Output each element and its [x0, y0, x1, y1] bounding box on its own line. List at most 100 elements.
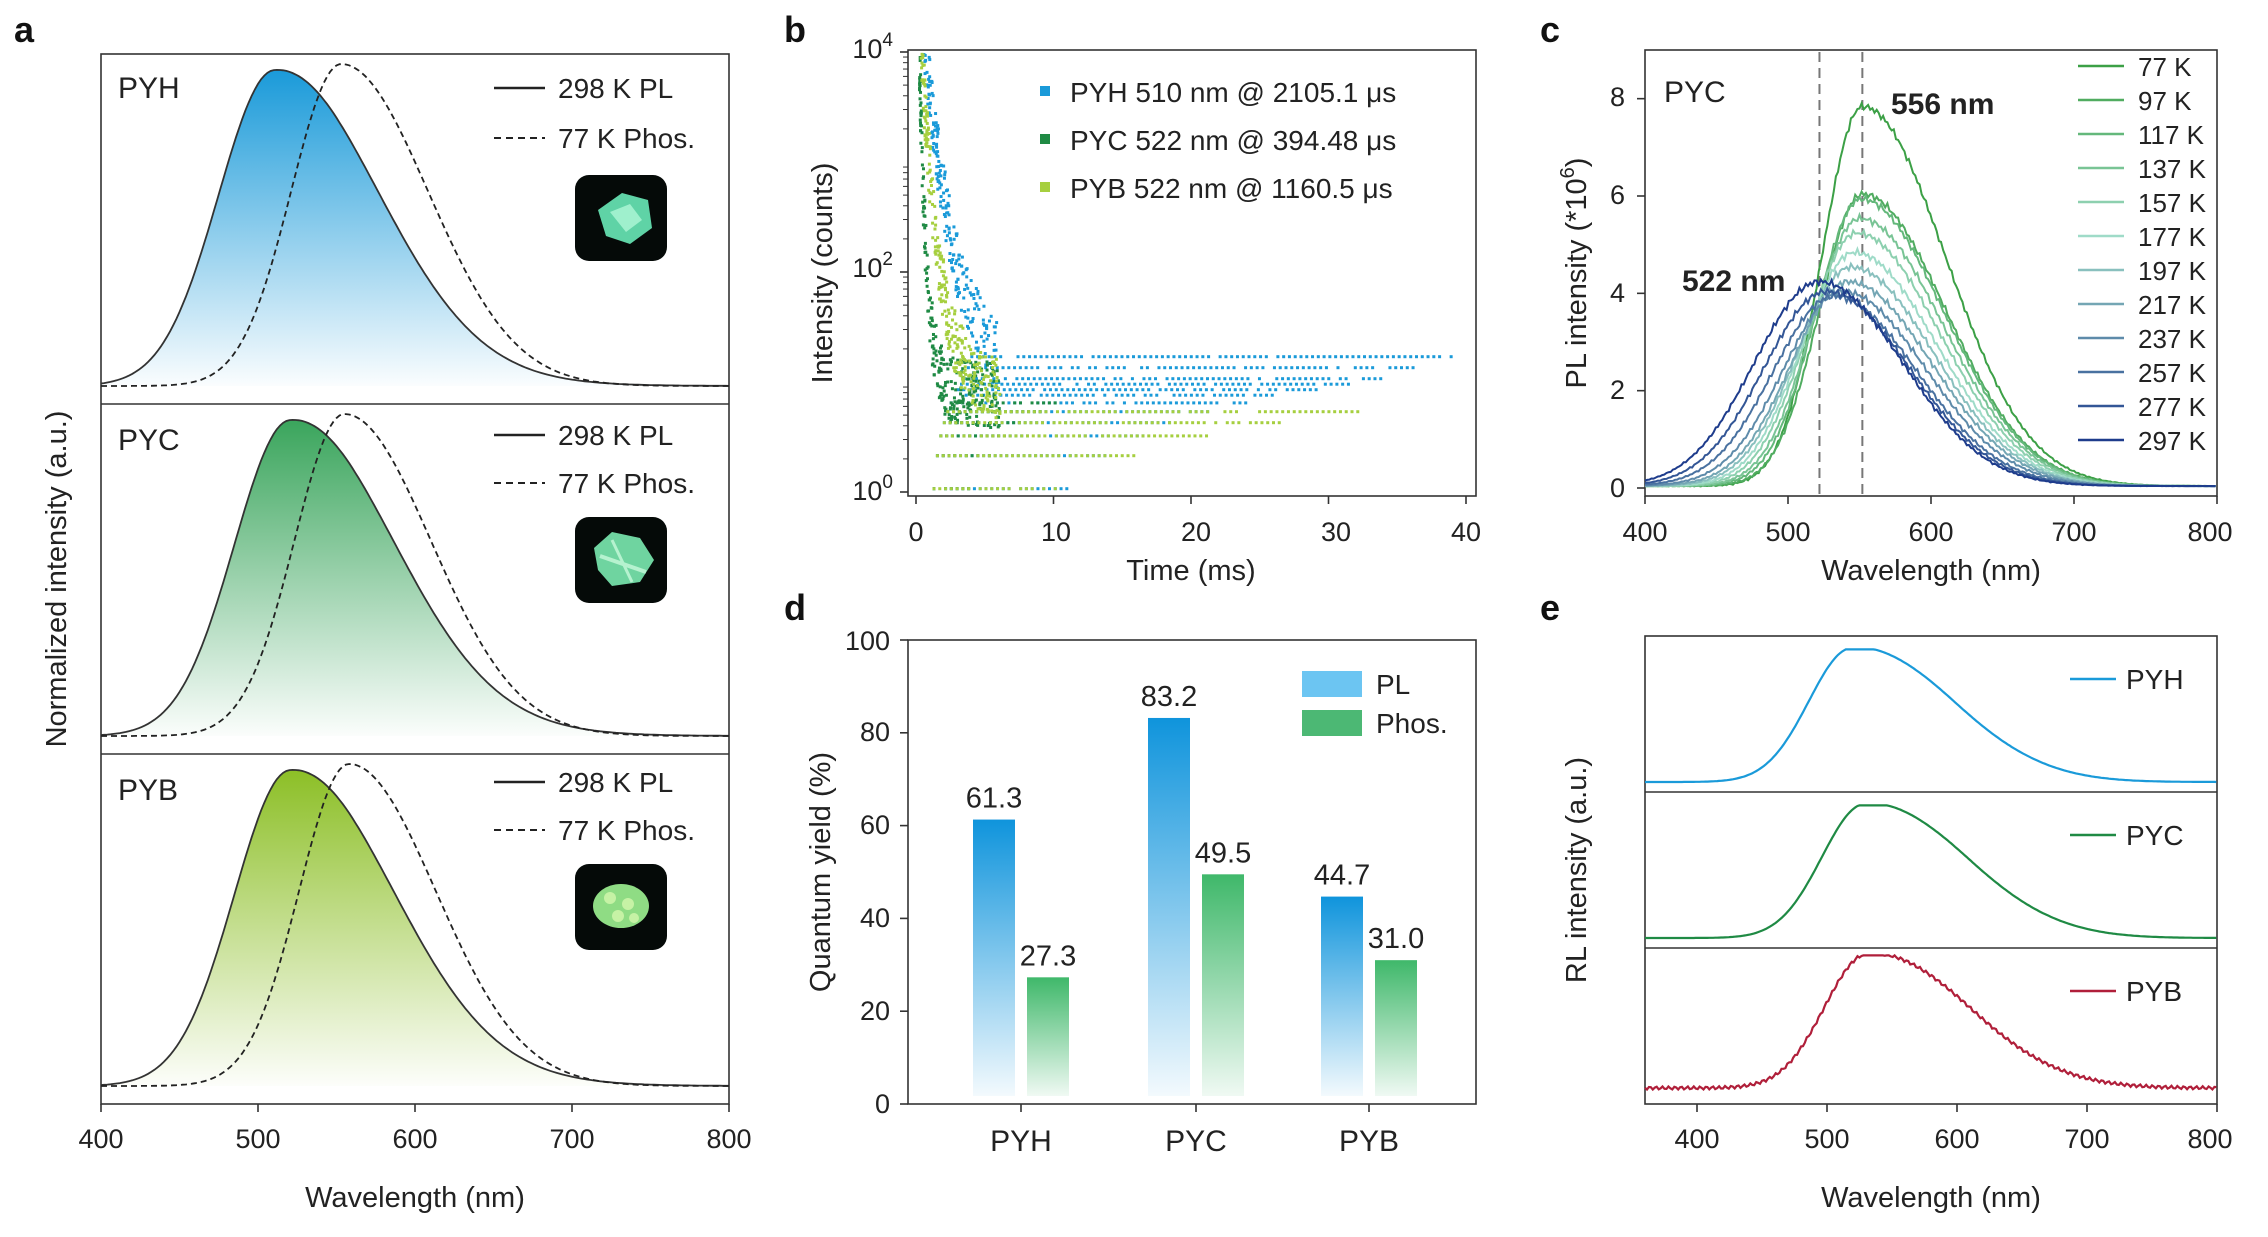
decay-point-2	[967, 344, 971, 348]
decay-point-2	[1060, 434, 1064, 438]
decay-point-2	[941, 299, 945, 303]
decay-point-0	[947, 204, 951, 208]
decay-point-2	[963, 410, 967, 414]
decay-point-0	[993, 331, 997, 335]
decay-point-0	[1293, 355, 1297, 359]
panel-c-label: c	[1540, 9, 1560, 50]
panel-a-legend-2: 298 K PL 77 K Phos.	[494, 420, 695, 499]
decay-point-1	[919, 141, 923, 145]
decay-point-0	[938, 169, 942, 173]
decay-point-0	[1050, 410, 1054, 414]
legend-phos: Phos.	[1376, 708, 1448, 739]
decay-point-0	[945, 234, 949, 238]
decay-point-2	[1292, 410, 1296, 414]
decay-point-2	[1225, 421, 1229, 425]
decay-point-0	[925, 70, 929, 74]
decay-point-1	[972, 390, 976, 394]
decay-point-0	[1096, 377, 1100, 381]
category-label: PYC	[1165, 1125, 1227, 1158]
decay-point-2	[1266, 421, 1270, 425]
decay-point-2	[1298, 410, 1302, 414]
panel-b-ylabel: Intensity (counts)	[807, 163, 839, 384]
legend-label: 117 K	[2138, 120, 2205, 150]
decay-point-0	[929, 113, 933, 117]
decay-point-1	[945, 362, 949, 366]
decay-point-0	[928, 101, 932, 105]
decay-point-2	[1281, 410, 1285, 414]
decay-point-0	[1146, 401, 1150, 405]
bar-value-label: 61.3	[966, 783, 1022, 815]
decay-point-0	[995, 321, 999, 325]
decay-point-0	[1195, 355, 1199, 359]
decay-point-1	[918, 86, 922, 90]
decay-point-2	[925, 112, 929, 116]
decay-point-2	[1096, 410, 1100, 414]
rl-curve-pyh	[1645, 648, 2217, 784]
decay-point-0	[1294, 382, 1298, 386]
decay-point-2	[1069, 421, 1073, 425]
decay-point-1	[992, 394, 996, 398]
decay-point-2	[994, 410, 998, 414]
decay-point-1	[989, 425, 993, 429]
decay-point-2	[961, 381, 965, 385]
decay-point-0	[1040, 382, 1044, 386]
decay-point-1	[921, 223, 925, 227]
legend-label: 177 K	[2138, 222, 2207, 252]
decay-point-0	[969, 279, 973, 283]
decay-point-2	[961, 487, 965, 491]
decay-point-0	[942, 198, 946, 202]
decay-point-2	[1338, 410, 1342, 414]
legend-label: 237 K	[2138, 324, 2207, 354]
decay-point-2	[946, 308, 950, 312]
legend-label: 197 K	[2138, 256, 2207, 286]
decay-point-0	[941, 206, 945, 210]
decay-point-2	[985, 392, 989, 396]
decay-point-1	[1042, 401, 1046, 405]
decay-point-0	[1029, 382, 1033, 386]
decay-point-0	[1148, 377, 1152, 381]
decay-point-2	[945, 295, 949, 299]
decay-point-0	[1242, 382, 1246, 386]
decay-point-0	[1047, 366, 1051, 370]
decay-point-0	[989, 314, 993, 318]
decay-point-0	[1334, 355, 1338, 359]
tick-label: 20	[860, 996, 890, 1026]
decay-point-1	[918, 118, 922, 122]
decay-point-0	[965, 324, 969, 328]
decay-point-2	[984, 374, 988, 378]
decay-point-0	[1336, 366, 1340, 370]
decay-point-1	[940, 357, 944, 361]
decay-point-1	[922, 204, 926, 208]
decay-point-2	[941, 454, 945, 458]
rl-curve-pyc	[1645, 804, 2217, 940]
decay-point-0	[976, 349, 980, 353]
decay-point-0	[948, 237, 952, 241]
decay-point-0	[1162, 421, 1166, 425]
decay-point-2	[961, 354, 965, 358]
decay-point-2	[1121, 421, 1125, 425]
decay-point-2	[963, 386, 967, 390]
decay-point-0	[1198, 401, 1202, 405]
tick-label: 6	[1610, 180, 1625, 210]
decay-point-0	[1140, 401, 1144, 405]
decay-point-2	[991, 360, 995, 364]
decay-point-0	[1373, 377, 1377, 381]
decay-point-0	[993, 355, 997, 359]
legend-pyb: PYB	[2126, 976, 2182, 1007]
decay-point-0	[1388, 366, 1392, 370]
decay-point-2	[986, 375, 990, 379]
decay-point-0	[1155, 393, 1159, 397]
decay-point-0	[1201, 393, 1205, 397]
decay-point-0	[1432, 355, 1436, 359]
decay-point-0	[954, 288, 958, 292]
decay-point-2	[979, 393, 983, 397]
decay-point-0	[1074, 355, 1078, 359]
decay-point-2	[1120, 454, 1124, 458]
decay-point-2	[1027, 410, 1031, 414]
decay-point-0	[1289, 382, 1293, 386]
legend-label: 157 K	[2138, 188, 2207, 218]
legend-phos: 77 K Phos.	[558, 468, 695, 499]
decay-point-0	[994, 348, 998, 352]
panel-e-xlabel: Wavelength (nm)	[1821, 1182, 2041, 1214]
panel-d-label: d	[784, 587, 806, 628]
